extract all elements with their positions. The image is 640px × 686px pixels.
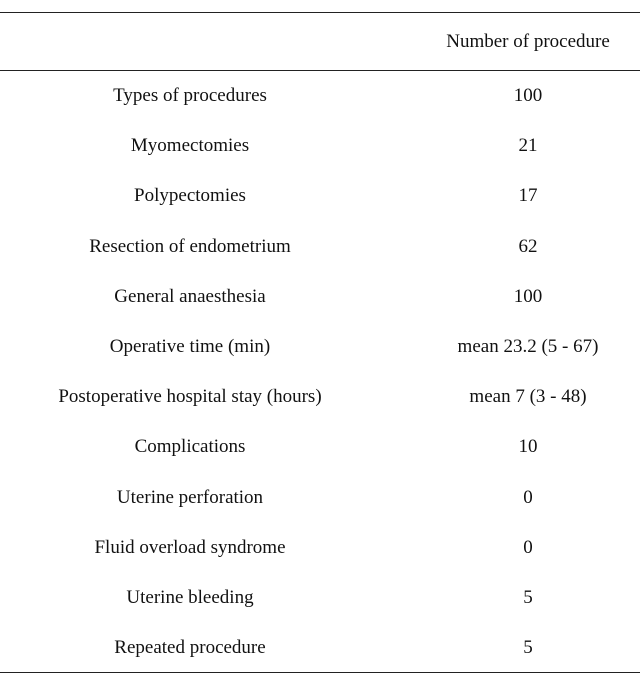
row-value: 5 [523,637,533,659]
row-label: Complications [134,436,246,458]
row-label: Resection of endometrium [89,235,291,257]
row-label: Uterine perforation [116,486,264,508]
header-rule [0,70,640,71]
row-label: Polypectomies [134,185,246,207]
row-label: Postoperative hospital stay (hours) [58,386,322,408]
top-rule [0,12,640,13]
row-value: 5 [523,587,533,608]
column-header: Number of procedure [446,31,610,52]
row-value: 100 [513,285,543,307]
row-value: mean 7 (3 - 48) [469,386,587,408]
row-label: Operative time (min) [109,336,271,357]
row-value: 100 [513,85,543,106]
row-value: 62 [518,235,538,257]
row-label: Fluid overload syndrome [94,536,286,558]
row-value: 10 [518,436,538,458]
bottom-rule [0,672,640,673]
row-label: Uterine bleeding [126,587,254,608]
row-value: 0 [523,536,533,558]
row-label: General anaesthesia [114,285,266,307]
row-label: Types of procedures [113,85,267,106]
row-value: 21 [518,135,538,157]
row-value: 0 [523,486,533,508]
row-value: mean 23.2 (5 - 67) [457,336,599,357]
row-label: Myomectomies [130,135,250,157]
row-label: Repeated procedure [114,637,266,659]
row-value: 17 [518,185,538,207]
